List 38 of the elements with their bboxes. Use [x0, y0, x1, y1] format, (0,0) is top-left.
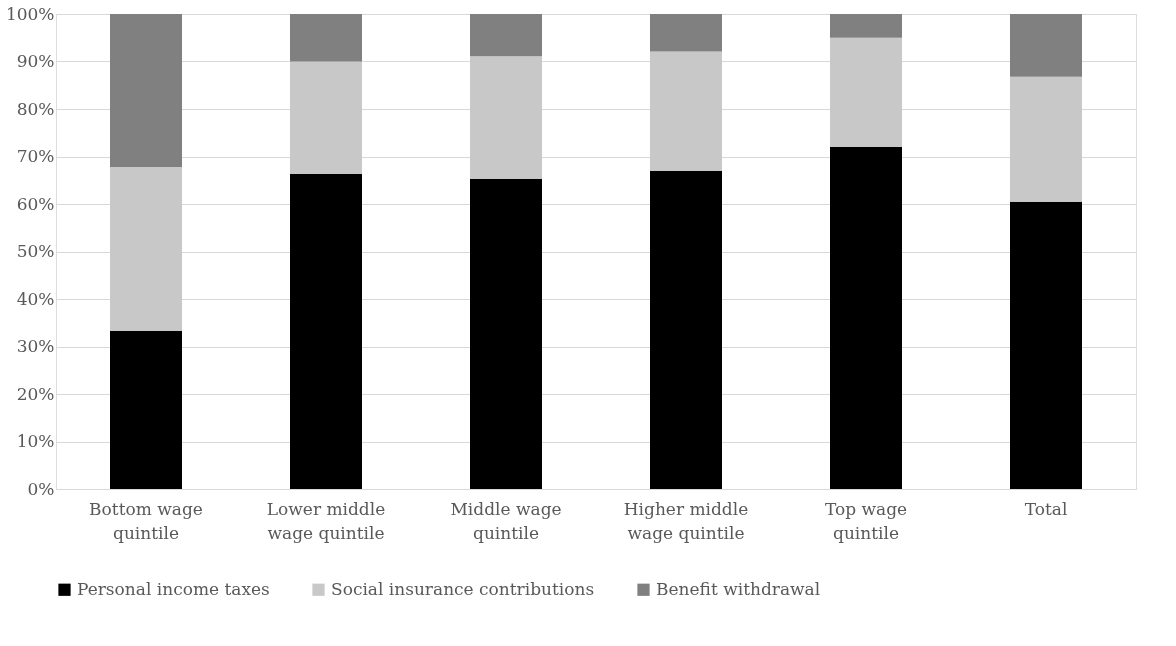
bar: [830, 37, 902, 147]
y-tick-label: 30%: [16, 336, 55, 356]
bar: [290, 61, 362, 175]
bar: [1010, 201, 1082, 489]
x-tick-label: Top wage quintile: [824, 498, 908, 543]
x-tick-label: Bottom wage quintile: [89, 498, 203, 543]
y-tick-label: 20%: [16, 383, 55, 404]
legend-label: Personal income taxes: [77, 578, 270, 599]
bar: [470, 178, 542, 489]
y-tick-label: 60%: [16, 193, 55, 214]
bar: [110, 166, 182, 331]
bar: [650, 170, 722, 489]
y-tick-label: 10%: [16, 431, 55, 451]
legend-label: Benefit withdrawal: [656, 578, 821, 599]
y-tick-label: 50%: [16, 241, 55, 261]
legend-label: Social insurance contributions: [331, 578, 595, 599]
bar: [290, 14, 362, 62]
bar: [830, 14, 902, 38]
y-tick-label: 100%: [5, 3, 55, 24]
bar: [470, 56, 542, 179]
x-tick-label: Middle wage quintile: [450, 498, 562, 543]
bar: [830, 147, 902, 489]
x-tick-label: Total: [1024, 498, 1068, 519]
bar: [110, 330, 182, 489]
bar: [290, 174, 362, 489]
bar: [110, 14, 182, 167]
x-tick-label: Higher middle wage quintile: [623, 498, 749, 543]
bar: [1010, 14, 1082, 77]
bar: [650, 51, 722, 171]
y-tick-label: 40%: [16, 288, 55, 309]
bar: [650, 14, 722, 52]
y-tick-label: 90%: [16, 51, 55, 71]
y-tick-label: 70%: [16, 146, 55, 166]
bar: [470, 14, 542, 57]
y-tick-label: 80%: [16, 98, 55, 119]
x-tick-label: Lower middle wage quintile: [266, 498, 386, 543]
y-tick-label: 0%: [27, 478, 55, 499]
bar: [1010, 76, 1082, 202]
